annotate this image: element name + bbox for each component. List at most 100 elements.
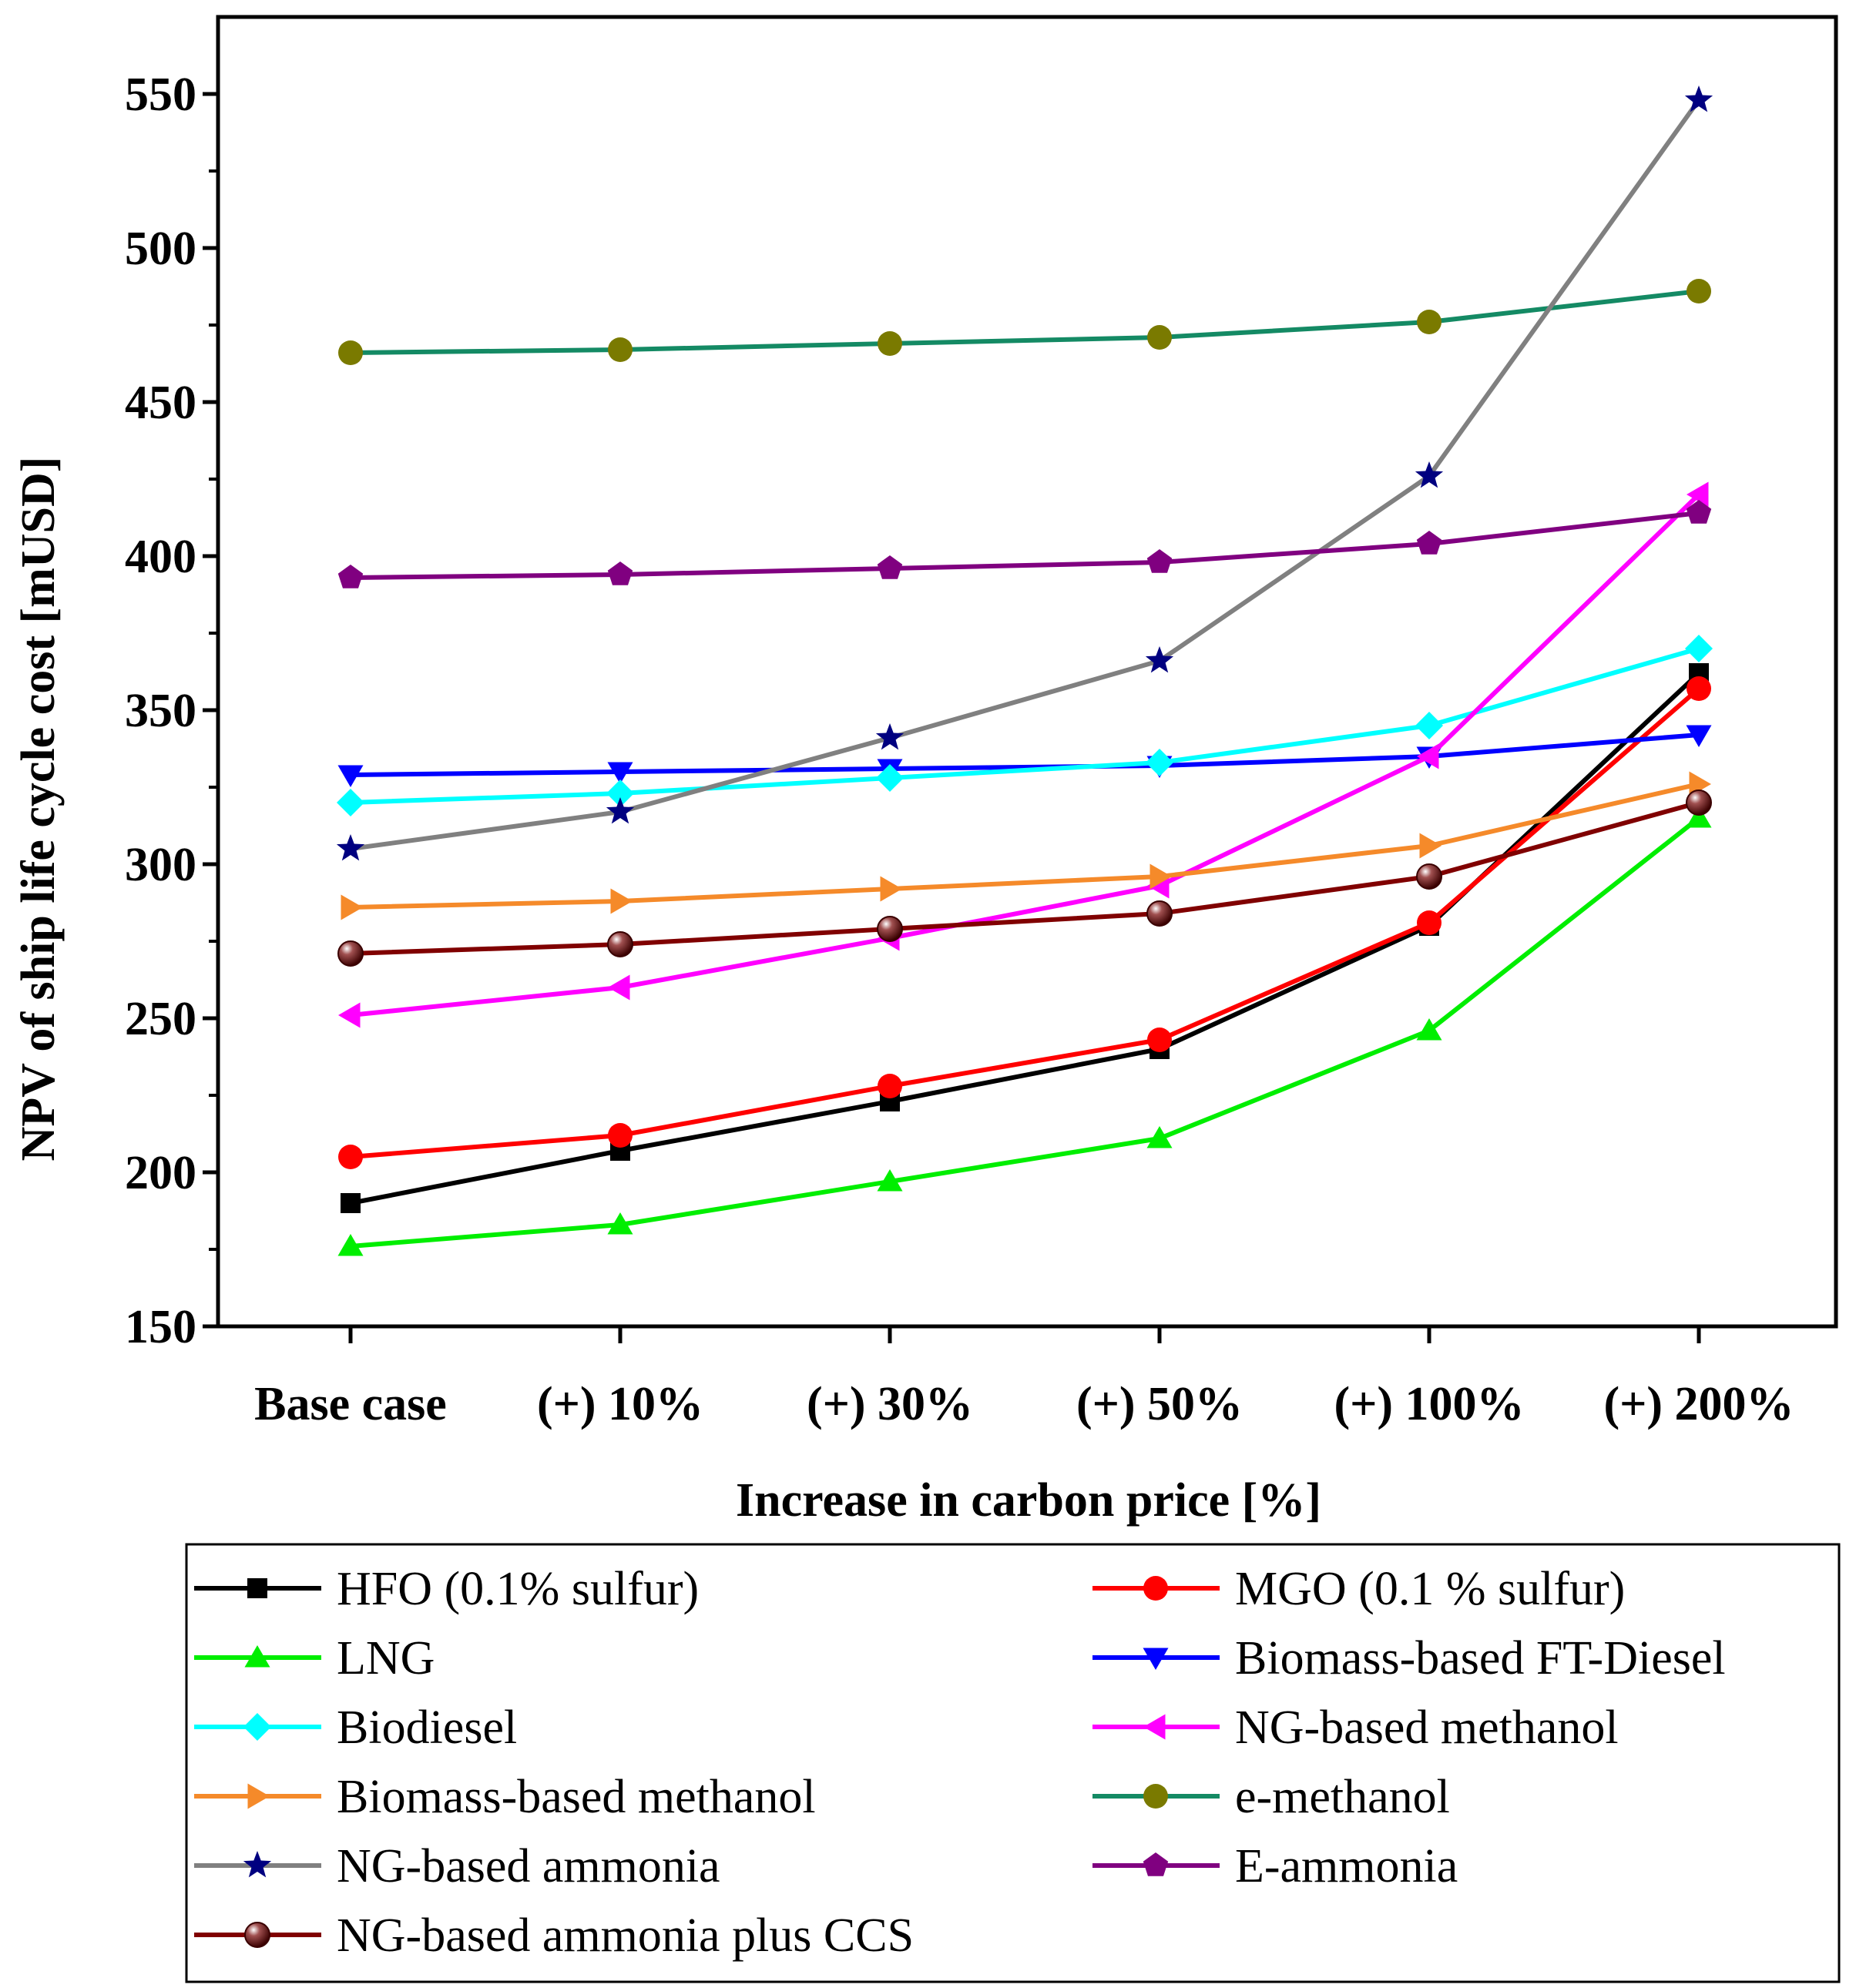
series-e-methanol [338, 279, 1711, 365]
e-methanol-point-marker [1687, 279, 1711, 303]
ng-based-methanol-point-marker [1687, 481, 1709, 508]
series-hfo-0-1-sulfur [341, 663, 1709, 1213]
ng-based-ammonia-point-marker [1415, 461, 1444, 488]
legend-item-biomass-based-methanol: Biomass-based methanol [194, 1771, 816, 1823]
legend-marker [247, 1578, 267, 1598]
biomass-based-ft-diesel-line [350, 733, 1700, 777]
mgo-0-1-sulfur-line [350, 686, 1700, 1159]
legend-marker [1143, 1714, 1166, 1740]
biomass-based-ft-diesel-point-marker [1686, 725, 1712, 747]
legend-item-biomass-based-ft-diesel: Biomass-based FT-Diesel [1092, 1632, 1726, 1685]
legend-label: NG-based ammonia plus CCS [337, 1909, 914, 1962]
mgo-0-1-sulfur-point-marker [1147, 1028, 1172, 1052]
y-tick-label: 200 [125, 1147, 196, 1199]
biomass-based-methanol-point-marker [1150, 863, 1172, 890]
legend-item-e-methanol: e-methanol [1092, 1771, 1450, 1823]
legend-marker [244, 1645, 270, 1668]
ng-based-ammonia-plus-ccs-point-marker [1146, 900, 1173, 927]
e-ammonia-point-marker [1686, 500, 1712, 524]
mgo-0-1-sulfur-point-marker [338, 1145, 363, 1169]
legend-label: NG-based methanol [1235, 1701, 1619, 1754]
ng-based-methanol-point-marker [338, 1002, 361, 1028]
legend-item-ng-based-methanol: NG-based methanol [1092, 1701, 1619, 1754]
x-tick-label: (+) 100% [1334, 1378, 1524, 1430]
lng-point-marker [1146, 1126, 1173, 1148]
x-axis: Base case (+) 10% (+) 30% (+) 50% (+) 100% (+… [254, 1326, 1794, 1430]
mgo-0-1-sulfur-point-marker [608, 1123, 633, 1148]
biomass-based-methanol-line [350, 782, 1700, 910]
series-ng-based-ammonia [336, 85, 1713, 861]
biomass-based-ft-diesel-point-marker [337, 765, 364, 787]
ng-based-ammonia-point-marker [1145, 646, 1174, 673]
legend-marker [243, 1851, 272, 1878]
ng-based-methanol-point-marker [608, 974, 630, 1001]
ng-based-ammonia-point-marker [875, 723, 905, 750]
y-tick-label: 550 [125, 69, 196, 121]
y-tick-label: 350 [125, 685, 196, 737]
biodiesel-point-marker [876, 764, 904, 792]
legend-label: Biodiesel [337, 1701, 517, 1754]
y-tick-label: 150 [125, 1301, 196, 1353]
ng-based-ammonia-point-marker [606, 797, 635, 824]
lng-point-marker [877, 1169, 903, 1192]
legend-label: MGO (0.1 % sulfur) [1235, 1563, 1625, 1615]
y-tick-label: 450 [125, 377, 196, 429]
legend-item-ng-based-ammonia-plus-ccs: NG-based ammonia plus CCS [194, 1909, 914, 1962]
series-biodiesel [337, 635, 1713, 816]
e-methanol-line [350, 289, 1700, 355]
legend-label: Biomass-based FT-Diesel [1235, 1632, 1726, 1685]
ng-based-ammonia-plus-ccs-line [350, 800, 1700, 956]
legend-label: LNG [337, 1632, 435, 1685]
y-tick-label: 400 [125, 531, 196, 583]
lng-point-marker [1686, 806, 1712, 828]
series-ng-based-methanol [338, 481, 1709, 1028]
legend-item-e-ammonia: E-ammonia [1092, 1840, 1458, 1892]
ng-based-methanol-point-marker [1417, 743, 1439, 769]
biomass-based-methanol-point-marker [341, 894, 363, 920]
series-layer [336, 85, 1713, 1256]
x-tick-label: (+) 200% [1603, 1378, 1794, 1430]
mgo-0-1-sulfur-point-marker [1687, 676, 1711, 701]
mgo-0-1-sulfur-point-marker [878, 1074, 902, 1098]
biodiesel-line [350, 646, 1700, 805]
e-methanol-point-marker [1147, 325, 1172, 350]
legend-marker [1143, 1648, 1169, 1670]
x-tick-label: (+) 30% [807, 1378, 973, 1430]
legend-label: NG-based ammonia [337, 1840, 720, 1892]
biomass-based-ft-diesel-point-marker [607, 762, 633, 784]
series-biomass-based-ft-diesel [337, 725, 1712, 787]
legend-label: e-methanol [1235, 1771, 1450, 1823]
ng-based-ammonia-plus-ccs-point-marker [607, 931, 633, 957]
e-ammonia-point-marker [1146, 549, 1173, 573]
biodiesel-point-marker [1146, 749, 1173, 776]
biodiesel-point-marker [606, 779, 634, 807]
plot-frame [216, 15, 1838, 1329]
series-ng-based-ammonia-plus-ccs [337, 790, 1712, 967]
x-tick-label: (+) 50% [1076, 1378, 1243, 1430]
e-ammonia-point-marker [607, 562, 633, 585]
y-tick-label: 500 [125, 223, 196, 275]
lng-line [350, 816, 1700, 1249]
lng-point-marker [337, 1234, 364, 1256]
y-tick-label: 300 [125, 839, 196, 891]
y-axis-title: NPV of ship life cycle cost [mUSD] [12, 457, 65, 1162]
legend-item-lng: LNG [194, 1632, 435, 1685]
e-ammonia-line [350, 511, 1700, 580]
ng-based-ammonia-plus-ccs-point-marker [1686, 790, 1712, 816]
hfo-0-1-sulfur-point-marker [341, 1193, 361, 1213]
legend-label: Biomass-based methanol [337, 1771, 816, 1823]
plot-border [216, 15, 1838, 1329]
series-lng [337, 806, 1712, 1256]
legend-marker [1143, 1852, 1169, 1876]
legend-label: HFO (0.1% sulfur) [337, 1563, 699, 1615]
legend-marker [247, 1783, 270, 1809]
e-ammonia-point-marker [877, 555, 903, 579]
lng-point-marker [1416, 1018, 1442, 1041]
mgo-0-1-sulfur-point-marker [1417, 910, 1442, 935]
series-e-ammonia [337, 500, 1712, 588]
lng-point-marker [607, 1212, 633, 1235]
biomass-based-methanol-point-marker [880, 876, 902, 902]
e-methanol-point-marker [878, 331, 902, 356]
ng-based-ammonia-line [350, 99, 1701, 851]
